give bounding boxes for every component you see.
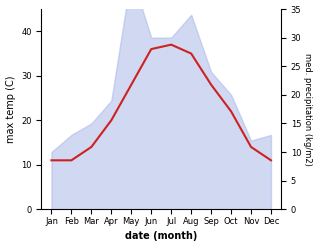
Y-axis label: max temp (C): max temp (C) xyxy=(5,75,16,143)
X-axis label: date (month): date (month) xyxy=(125,231,197,242)
Y-axis label: med. precipitation (kg/m2): med. precipitation (kg/m2) xyxy=(303,53,313,165)
